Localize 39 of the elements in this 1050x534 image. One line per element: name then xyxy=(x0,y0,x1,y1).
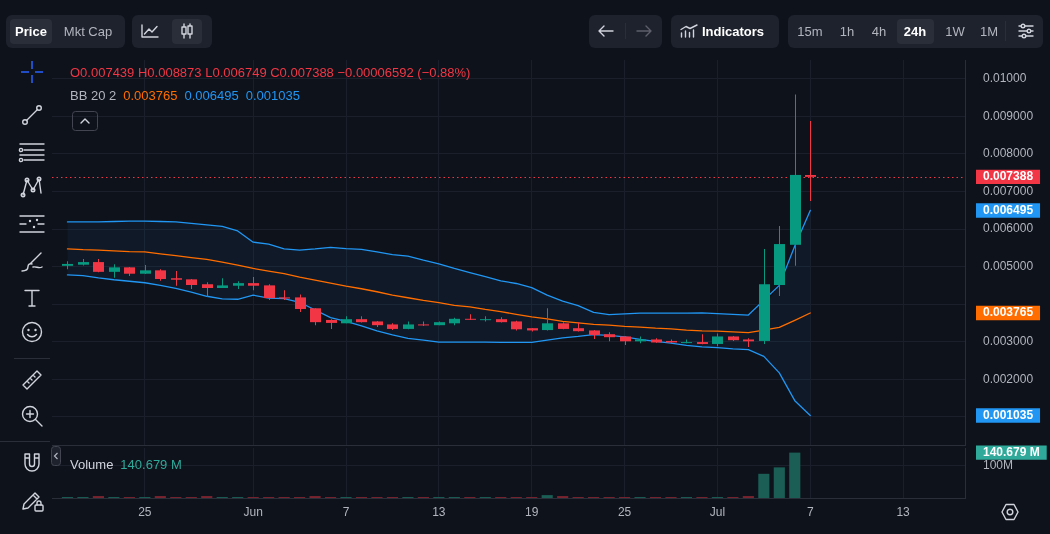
text: 1h xyxy=(839,23,855,39)
annotation: O0.007439 H0.008873 L0.006749 C0.007388 −0.00006592 (−0.88%) xyxy=(70,64,471,80)
text: Price xyxy=(15,23,47,39)
x-tick-label: 13 xyxy=(432,504,446,519)
text: 0.001035 xyxy=(245,87,300,103)
text: 4h xyxy=(871,23,887,39)
text: 0.003765 xyxy=(123,87,178,103)
y-tick-label: 0.006495 xyxy=(983,202,1034,217)
text: Mkt Cap xyxy=(63,23,113,39)
y-tick-label: 0.006000 xyxy=(983,221,1034,236)
text: 140.679 M xyxy=(120,456,182,472)
text: 1M xyxy=(979,23,999,39)
y-tick-label: 0.007388 xyxy=(983,169,1034,184)
text: 24h xyxy=(903,23,927,39)
x-tick-label: 25 xyxy=(617,504,632,519)
text: 15m xyxy=(797,23,823,39)
legend-title: BB 20 2 xyxy=(70,87,117,103)
x-tick-label: 25 xyxy=(138,504,152,519)
x-tick-label: 13 xyxy=(896,504,911,519)
y-tick-label: 0.007000 xyxy=(983,183,1034,198)
y-tick-label: 0.005000 xyxy=(983,258,1034,273)
y-tick-label: 0.003000 xyxy=(983,334,1034,349)
y-tick-label: 140.679 M xyxy=(983,444,1040,459)
y-tick-label: 0.002000 xyxy=(983,371,1034,386)
y-tick-label: 0.001035 xyxy=(983,407,1034,422)
x-tick-label: Jun xyxy=(243,504,263,519)
y-tick-label: 0.003765 xyxy=(983,305,1034,320)
x-tick-label: 7 xyxy=(342,504,350,519)
text: 1W xyxy=(945,23,965,39)
x-tick-label: 7 xyxy=(806,504,814,519)
y-tick-label: 100M xyxy=(983,458,1014,473)
x-tick-label: Jul xyxy=(709,504,726,519)
y-tick-label: 0.008000 xyxy=(983,146,1034,161)
text: Indicators xyxy=(701,23,765,39)
text: 0.006495 xyxy=(184,87,239,103)
x-tick-label: 19 xyxy=(525,504,539,519)
y-tick-label: 0.009000 xyxy=(983,108,1034,123)
y-tick-label: 0.01000 xyxy=(983,71,1027,86)
series-label: Volume xyxy=(70,456,114,472)
